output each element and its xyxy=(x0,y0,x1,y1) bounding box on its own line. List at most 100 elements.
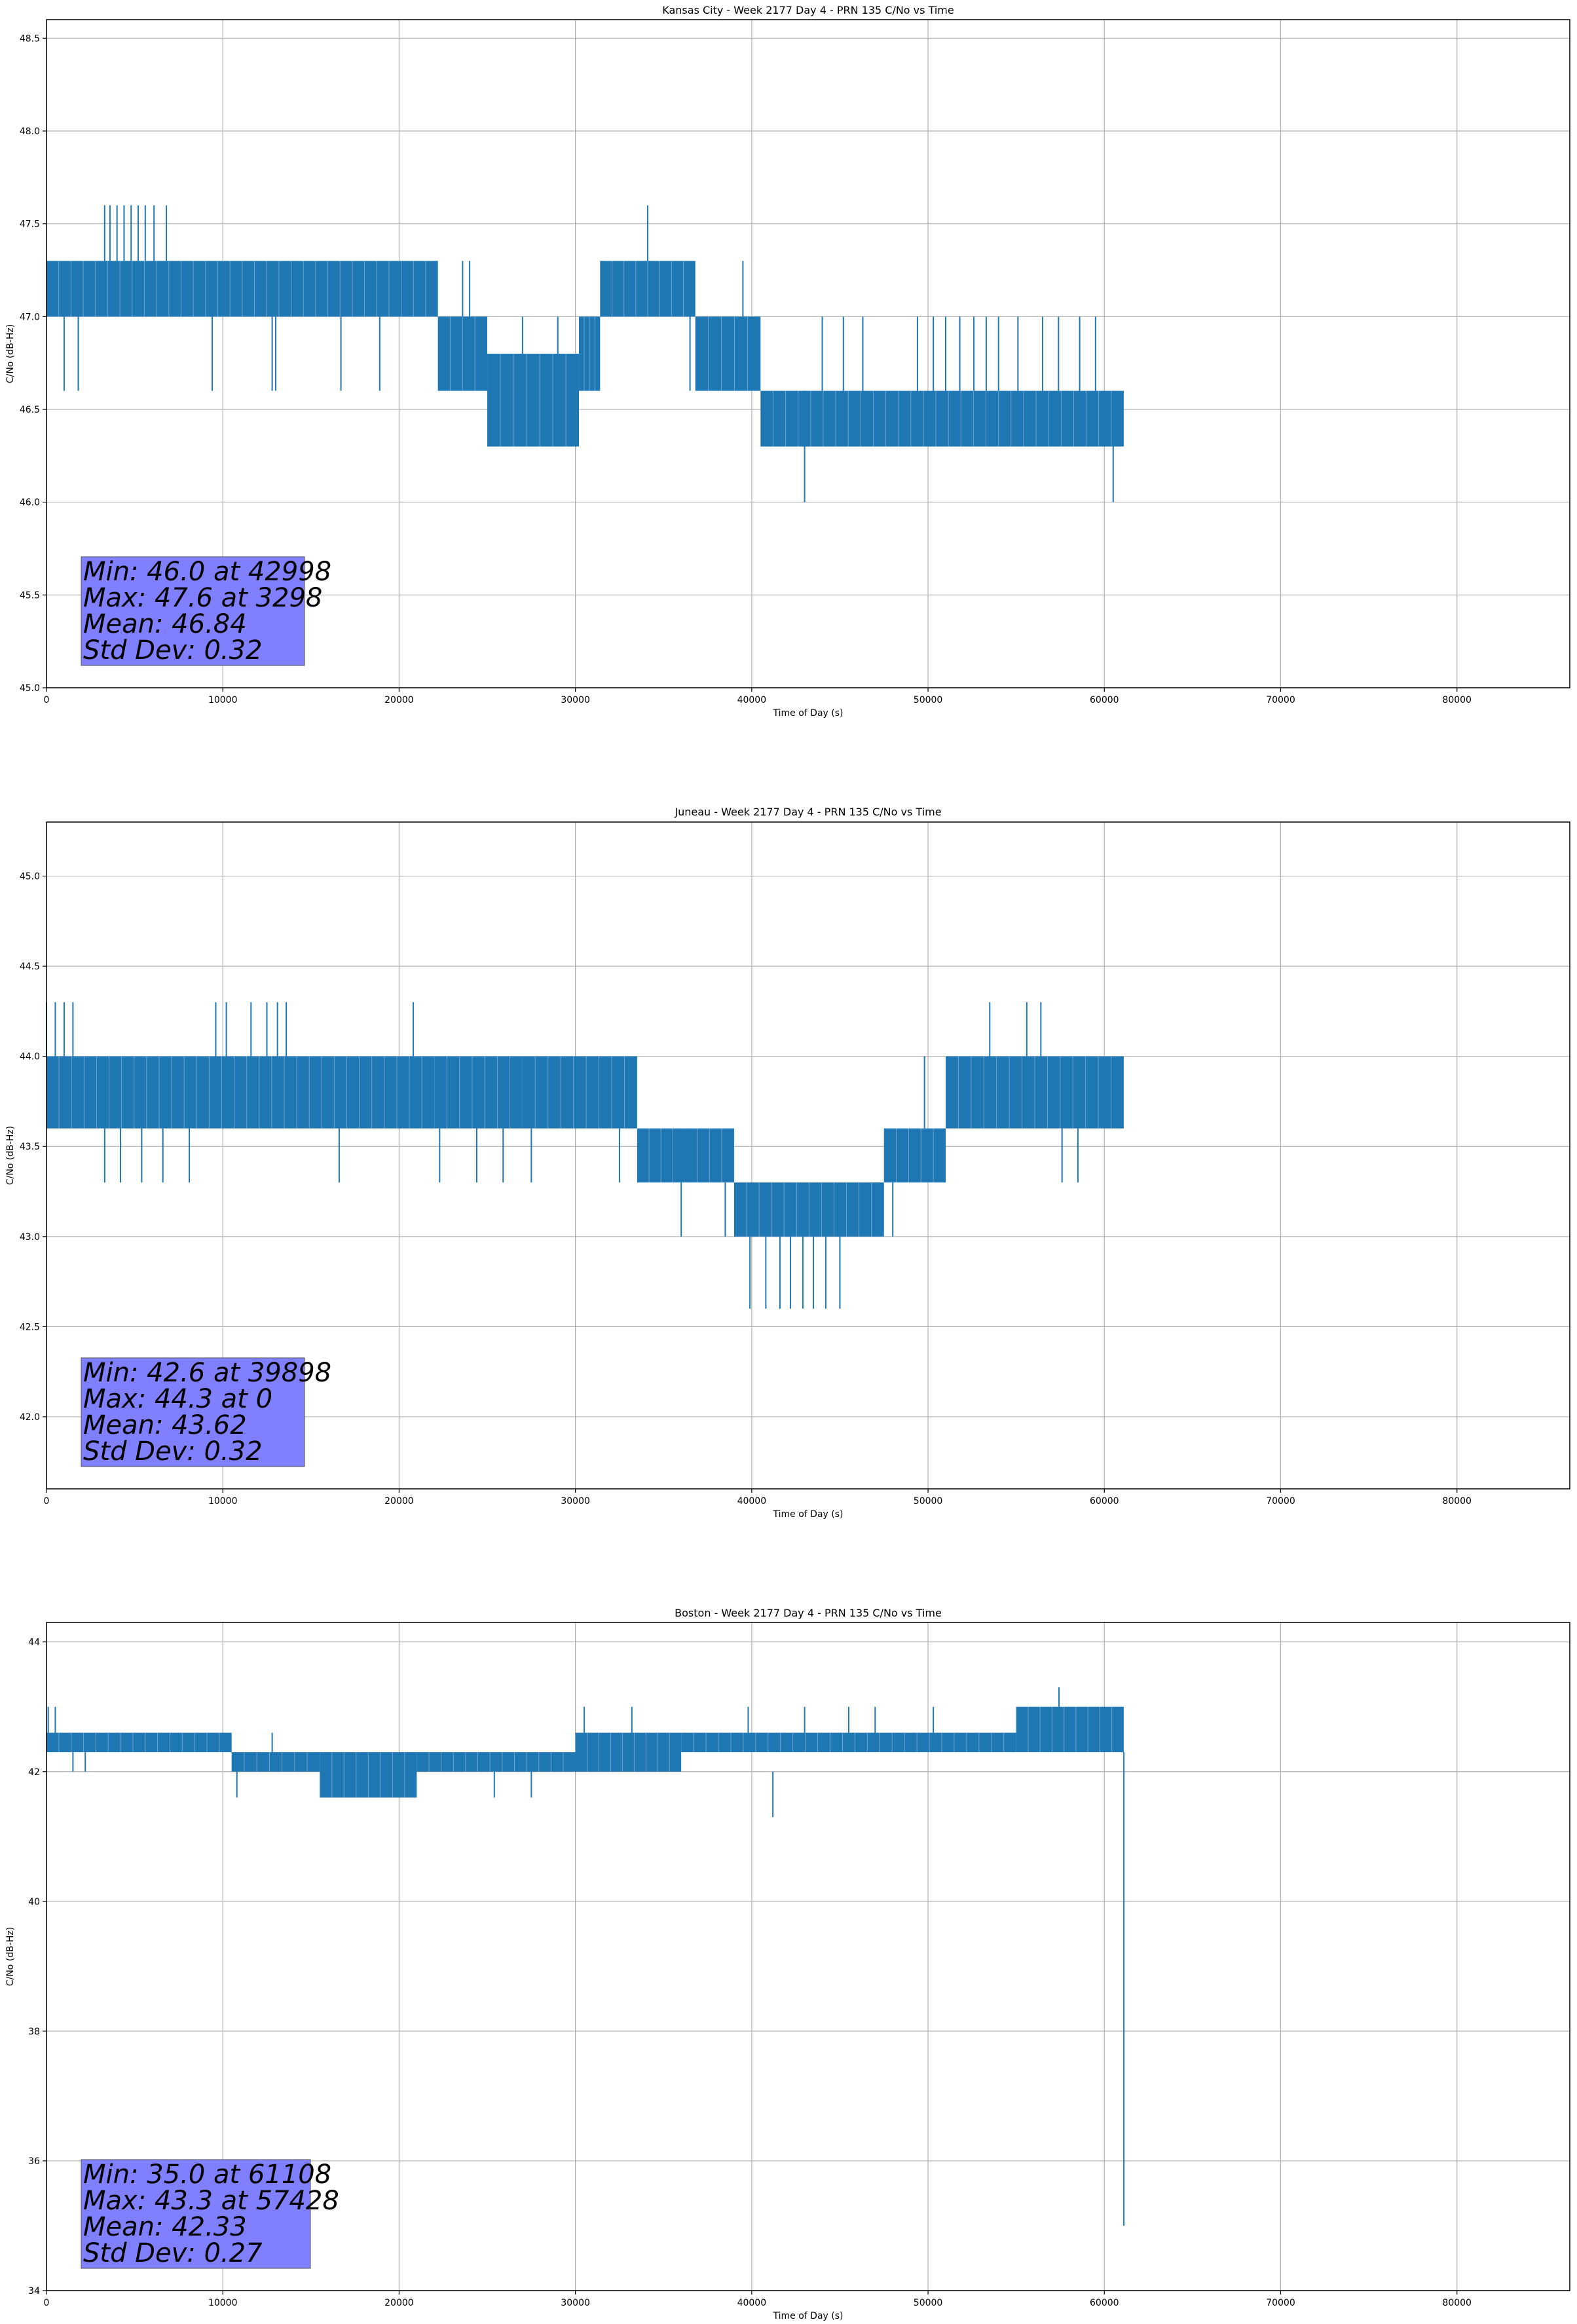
stats-line: Std Dev: 0.32 xyxy=(83,635,263,665)
series-cno xyxy=(46,205,1124,502)
data-band xyxy=(600,261,696,317)
data-band xyxy=(760,390,1124,447)
y-tick-label: 36 xyxy=(28,2156,40,2167)
chart-panel-2: 0 10000 20000 30000 40000 50000 60000 70000 8000… xyxy=(5,806,1570,1520)
axes-frame xyxy=(46,19,1570,688)
data-band xyxy=(487,354,580,447)
data-band xyxy=(46,1733,232,1753)
y-tick-label: 46.0 xyxy=(20,498,40,508)
stats-line: Mean: 42.33 xyxy=(83,2212,247,2242)
x-tick-label: 80000 xyxy=(1442,2298,1472,2308)
x-tick-label: 60000 xyxy=(1090,2298,1119,2308)
series-cno xyxy=(46,1687,1125,2226)
x-tick-label: 70000 xyxy=(1266,2298,1295,2308)
x-tick-label: 40000 xyxy=(737,2298,767,2308)
x-tick-label: 10000 xyxy=(208,2298,238,2308)
stats-line: Max: 44.3 at 0 xyxy=(83,1384,272,1414)
data-band xyxy=(434,1056,523,1129)
x-axis-label: Time of Day (s) xyxy=(773,1509,844,1520)
data-band xyxy=(231,1752,320,1772)
data-band xyxy=(684,1128,734,1183)
y-axis-label: C/No (dB-Hz) xyxy=(5,324,16,383)
y-tick-label: 42.0 xyxy=(20,1412,40,1423)
y-axis-label: C/No (dB-Hz) xyxy=(5,1927,16,1986)
x-tick-label: 70000 xyxy=(1266,1496,1295,1507)
data-band xyxy=(945,1056,1124,1129)
data-band xyxy=(437,316,488,391)
y-tick-label: 38 xyxy=(28,2027,40,2037)
y-axis-label: C/No (dB-Hz) xyxy=(5,1126,16,1185)
x-tick-label: 80000 xyxy=(1442,1496,1472,1507)
stats-line: Max: 43.3 at 57428 xyxy=(83,2186,339,2216)
x-tick-label: 40000 xyxy=(737,695,767,705)
data-band xyxy=(1016,1706,1124,1753)
x-tick-label: 70000 xyxy=(1266,695,1295,705)
x-tick-label: 50000 xyxy=(914,1496,943,1507)
x-tick-label: 0 xyxy=(44,1496,50,1507)
x-tick-label: 20000 xyxy=(384,695,414,705)
data-band xyxy=(417,1752,576,1772)
y-tick-label: 43.0 xyxy=(20,1232,40,1243)
y-tick-label: 48.5 xyxy=(20,33,40,44)
x-tick-label: 10000 xyxy=(208,695,238,705)
y-tick-label: 34 xyxy=(28,2286,40,2296)
stats-line: Min: 35.0 at 61108 xyxy=(83,2160,331,2190)
y-tick-label: 47.5 xyxy=(20,219,40,230)
y-tick-label: 42 xyxy=(28,1767,40,1778)
data-band xyxy=(575,1733,682,1772)
stats-box xyxy=(81,1357,305,1467)
y-tick-label: 45.0 xyxy=(20,683,40,694)
y-tick-label: 45.5 xyxy=(20,590,40,601)
data-band xyxy=(695,316,761,391)
stats-line: Std Dev: 0.32 xyxy=(83,1436,263,1467)
stats-line: Min: 46.0 at 42998 xyxy=(83,557,331,587)
data-band xyxy=(522,1056,637,1129)
chart-title: Boston - Week 2177 Day 4 - PRN 135 C/No … xyxy=(675,1607,942,1619)
stats-line: Std Dev: 0.27 xyxy=(83,2238,263,2268)
x-axis-label: Time of Day (s) xyxy=(773,2311,844,2321)
x-tick-label: 50000 xyxy=(914,695,943,705)
x-tick-label: 30000 xyxy=(561,2298,590,2308)
x-tick-label: 60000 xyxy=(1090,1496,1119,1507)
x-tick-label: 0 xyxy=(44,695,50,705)
x-tick-label: 40000 xyxy=(737,1496,767,1507)
data-band xyxy=(883,1128,946,1183)
y-tick-label: 40 xyxy=(28,1897,40,1907)
axes-frame xyxy=(46,1622,1570,2291)
y-tick-label: 47.0 xyxy=(20,312,40,322)
stats-line: Mean: 43.62 xyxy=(83,1410,247,1440)
y-tick-label: 44 xyxy=(28,1638,40,1648)
stats-box xyxy=(81,2159,311,2269)
data-band xyxy=(46,1056,435,1129)
data-band xyxy=(46,261,438,317)
stats-box xyxy=(81,556,305,666)
chart-title: Kansas City - Week 2177 Day 4 - PRN 135 … xyxy=(662,4,954,16)
y-tick-label: 46.5 xyxy=(20,405,40,415)
x-tick-label: 60000 xyxy=(1090,695,1119,705)
stats-line: Max: 47.6 at 3298 xyxy=(83,583,322,613)
data-band xyxy=(681,1733,1016,1753)
x-tick-label: 30000 xyxy=(561,1496,590,1507)
data-band xyxy=(733,1182,884,1237)
chart-title: Juneau - Week 2177 Day 4 - PRN 135 C/No … xyxy=(674,806,941,818)
x-tick-label: 20000 xyxy=(384,1496,414,1507)
axes-frame xyxy=(46,821,1570,1490)
data-band xyxy=(320,1752,417,1798)
y-tick-label: 45.0 xyxy=(20,872,40,882)
y-tick-label: 42.5 xyxy=(20,1322,40,1332)
x-tick-label: 0 xyxy=(44,2298,50,2308)
chart-panel-3: 0 10000 20000 30000 40000 50000 60000 70000 8000… xyxy=(5,1607,1570,2321)
x-axis-label: Time of Day (s) xyxy=(773,708,844,719)
x-tick-label: 20000 xyxy=(384,2298,414,2308)
series-cno xyxy=(46,1002,1124,1309)
x-tick-label: 50000 xyxy=(914,2298,943,2308)
x-tick-label: 10000 xyxy=(208,1496,238,1507)
data-band xyxy=(637,1128,685,1183)
stats-line: Min: 42.6 at 39898 xyxy=(83,1358,331,1388)
y-tick-label: 44.0 xyxy=(20,1052,40,1062)
y-tick-label: 43.5 xyxy=(20,1142,40,1152)
chart-panel-1: 0 10000 20000 30000 40000 50000 60000 70000 8000… xyxy=(5,4,1570,719)
x-tick-label: 30000 xyxy=(561,695,590,705)
y-tick-label: 48.0 xyxy=(20,126,40,137)
